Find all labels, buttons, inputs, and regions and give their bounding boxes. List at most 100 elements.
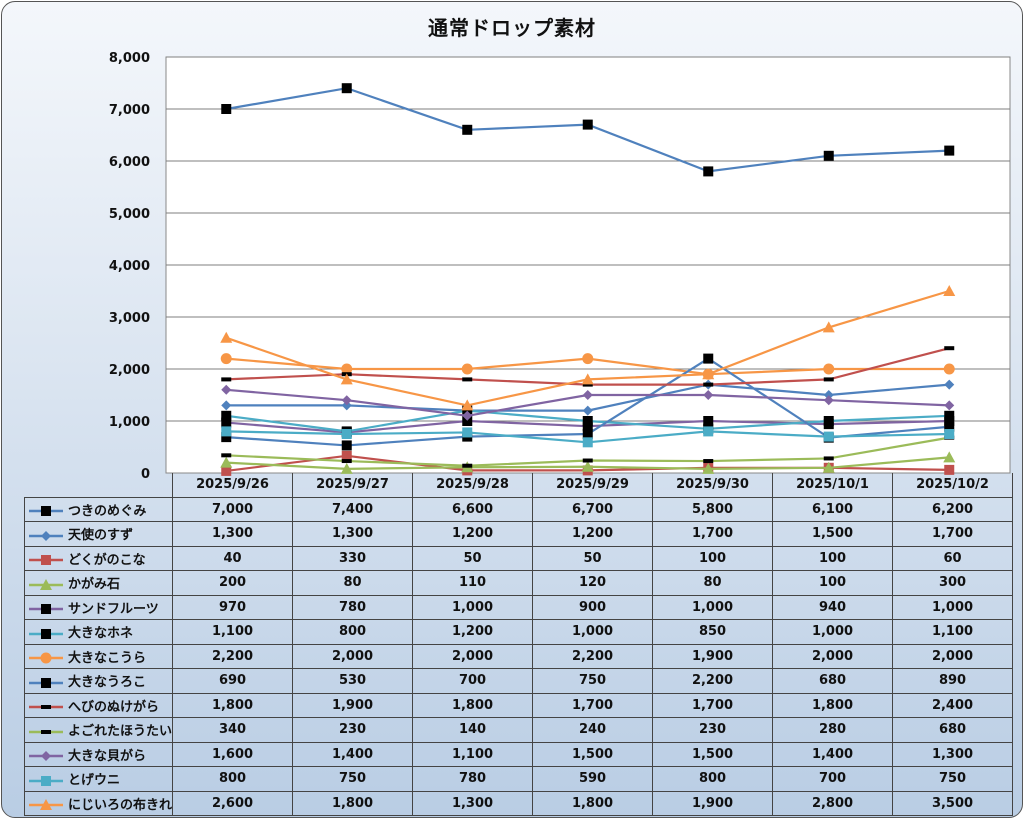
- data-label: 230: [652, 717, 774, 743]
- data-label: 1,300: [892, 741, 1014, 767]
- data-point: [944, 464, 955, 475]
- legend-entry: にじいろの布きれ: [23, 790, 174, 816]
- data-label: 280: [772, 717, 894, 743]
- data-label: 100: [772, 545, 894, 571]
- data-point: [221, 432, 232, 443]
- data-point: [581, 373, 594, 385]
- data-label: 1,200: [412, 521, 534, 547]
- data-point: [581, 460, 594, 472]
- data-label: 750: [532, 668, 654, 694]
- x-tick-label: 2025/9/30: [652, 473, 774, 498]
- table-row: 大きなうろこ 690 530 700 750 2,200 680 890: [23, 668, 1014, 694]
- data-label: 890: [892, 668, 1014, 694]
- data-point: [341, 440, 352, 451]
- data-label: 2,000: [772, 643, 894, 669]
- data-label: 110: [412, 570, 534, 596]
- data-point: [703, 426, 714, 437]
- data-point: [341, 363, 353, 375]
- table-row: とげウニ 800 750 780 590 800 700 750: [23, 766, 1014, 792]
- data-label: 940: [772, 594, 894, 620]
- data-point: [221, 104, 232, 114]
- data-label: 1,600: [172, 741, 294, 767]
- data-label: 1,100: [892, 619, 1014, 645]
- series-name: サンドフルーツ: [68, 601, 159, 617]
- data-label: 6,600: [412, 496, 534, 522]
- data-label: 2,800: [772, 790, 894, 816]
- data-point: [461, 399, 474, 411]
- legend-entry: 大きな貝がら: [23, 741, 174, 767]
- data-point: [582, 390, 593, 400]
- data-point: [41, 751, 51, 762]
- y-tick-label: 7,000: [109, 103, 150, 118]
- data-label: 2,400: [892, 692, 1014, 718]
- data-point: [582, 416, 593, 426]
- data-label: 6,700: [532, 496, 654, 522]
- data-point: [462, 124, 473, 135]
- data-point: [823, 395, 834, 406]
- data-label: 1,500: [772, 521, 894, 547]
- data-label: 100: [772, 570, 894, 596]
- series-name: 大きな貝がら: [68, 748, 147, 764]
- data-point: [341, 450, 352, 461]
- data-label: 2,000: [412, 643, 534, 669]
- series-7: [220, 353, 955, 380]
- x-tick-label: 2025/10/2: [892, 473, 1014, 498]
- data-point: [220, 456, 233, 468]
- data-point: [221, 400, 232, 411]
- data-point: [944, 429, 955, 439]
- data-point: [341, 395, 352, 406]
- table-row: 大きな貝がら 1,600 1,400 1,100 1,500 1,500 1,400 1,30…: [23, 741, 1014, 767]
- data-point: [341, 459, 352, 464]
- legend-key-icon: [29, 506, 63, 517]
- data-label: 140: [412, 717, 534, 743]
- data-point: [582, 382, 593, 387]
- data-label: 1,000: [652, 594, 774, 620]
- legend-entry: よごれたほうたい: [23, 717, 174, 743]
- series-name: よごれたほうたい: [68, 724, 173, 740]
- data-label: 690: [172, 668, 294, 694]
- data-point: [221, 410, 232, 421]
- data-point: [823, 390, 834, 400]
- data-point: [41, 705, 51, 710]
- data-label: 80: [652, 570, 774, 596]
- data-point: [462, 463, 473, 468]
- x-tick-label: 2025/9/27: [292, 473, 414, 498]
- series-11: [221, 384, 955, 421]
- series-name: 天使のすず: [68, 528, 134, 544]
- data-point: [462, 410, 473, 421]
- data-point: [703, 390, 714, 400]
- data-label: 2,200: [172, 643, 294, 669]
- table-row: かがみ石 200 80 110 120 80 100 300: [23, 570, 1014, 596]
- data-label: 2,000: [892, 643, 1014, 669]
- data-label: 1,700: [652, 692, 774, 718]
- series-name: どくがのこな: [68, 552, 146, 568]
- data-point: [582, 119, 593, 130]
- data-point: [41, 677, 51, 688]
- data-point: [340, 373, 353, 385]
- y-tick-label: 8,000: [109, 51, 150, 66]
- data-point: [41, 775, 51, 786]
- data-label: 1,300: [292, 521, 414, 547]
- data-label: 680: [772, 668, 894, 694]
- data-label: 780: [292, 594, 414, 620]
- data-label: 1,700: [532, 692, 654, 718]
- data-point: [944, 145, 955, 156]
- data-label: 5,800: [652, 496, 774, 522]
- data-point: [943, 363, 955, 375]
- data-point: [40, 652, 52, 664]
- data-point: [823, 416, 834, 426]
- data-label: 1,900: [652, 790, 774, 816]
- legend-key-icon: [29, 578, 63, 590]
- series-lines: [220, 83, 956, 476]
- legend-entry: へびのぬけがら: [23, 692, 174, 718]
- data-label: 1,800: [532, 790, 654, 816]
- data-label: 340: [172, 717, 294, 743]
- table-corner: [24, 473, 174, 497]
- data-point: [703, 353, 714, 364]
- legend-entry: サンドフルーツ: [23, 594, 174, 620]
- y-axis-ticks: 01,0002,0003,0004,0005,0006,0007,0008,00…: [109, 51, 150, 482]
- data-point: [41, 530, 51, 541]
- data-label: 1,400: [292, 741, 414, 767]
- data-point: [582, 437, 593, 448]
- legend-entry: とげウニ: [23, 766, 174, 792]
